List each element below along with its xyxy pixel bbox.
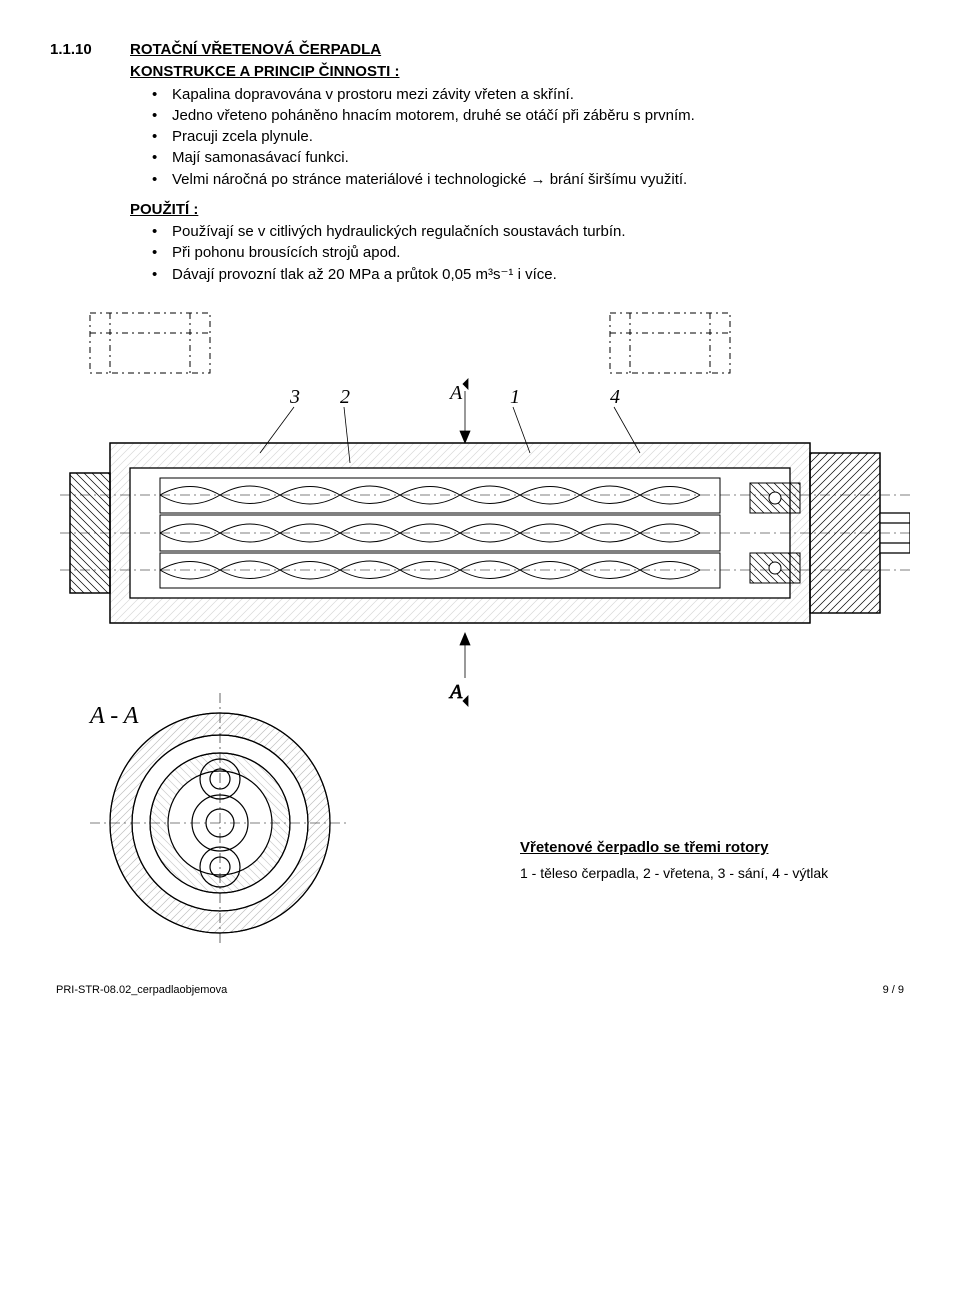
list-item: Při pohonu brousících strojů apod.: [152, 243, 910, 263]
figure-label-1: 1: [510, 386, 520, 408]
figure-label-3: 3: [289, 386, 300, 408]
list-item: Používají se v citlivých hydraulických r…: [152, 222, 910, 242]
list-item: Pracuji zcela plynule.: [152, 127, 910, 147]
section-arrow-a-bottom: A: [448, 681, 463, 703]
figure-caption: Vřetenové čerpadlo se třemi rotory 1 - t…: [520, 838, 880, 883]
subheading-construction: KONSTRUKCE A PRINCIP ČINNOSTI :: [130, 62, 910, 82]
bullet-list-usage: Používají se v citlivých hydraulických r…: [152, 222, 910, 285]
section-title: ROTAČNÍ VŘETENOVÁ ČERPADLA: [130, 40, 381, 60]
list-item: Dávají provozní tlak až 20 MPa a průtok …: [152, 265, 910, 285]
section-arrow-a-top: A: [448, 382, 463, 404]
page-footer: PRI-STR-08.02_cerpadlaobjemova 9 / 9: [50, 983, 910, 998]
footer-right: 9 / 9: [883, 983, 904, 998]
section-number: 1.1.10: [50, 40, 106, 60]
figure-label-2: 2: [340, 386, 350, 408]
list-item: Mají samonasávací funkci.: [152, 148, 910, 168]
figure-label-4: 4: [610, 386, 620, 408]
content-block: KONSTRUKCE A PRINCIP ČINNOSTI : Kapalina…: [130, 62, 910, 285]
list-item: Jedno vřeteno poháněno hnacím motorem, d…: [152, 106, 910, 126]
bullet-list-construction: Kapalina dopravována v prostoru mezi záv…: [152, 85, 910, 190]
section-header: 1.1.10 ROTAČNÍ VŘETENOVÁ ČERPADLA: [50, 40, 910, 60]
figure-caption-title: Vřetenové čerpadlo se třemi rotory: [520, 838, 880, 858]
list-item: Kapalina dopravována v prostoru mezi záv…: [152, 85, 910, 105]
subheading-usage: POUŽITÍ :: [130, 200, 910, 220]
list-item: Velmi náročná po stránce materiálové i t…: [152, 170, 910, 190]
section-label-aa: A - A: [88, 703, 139, 729]
figure-area: 3 2 1 4 A: [50, 303, 910, 943]
figure-caption-legend: 1 - těleso čerpadla, 2 - vřetena, 3 - sá…: [520, 864, 880, 883]
footer-left: PRI-STR-08.02_cerpadlaobjemova: [56, 983, 227, 998]
